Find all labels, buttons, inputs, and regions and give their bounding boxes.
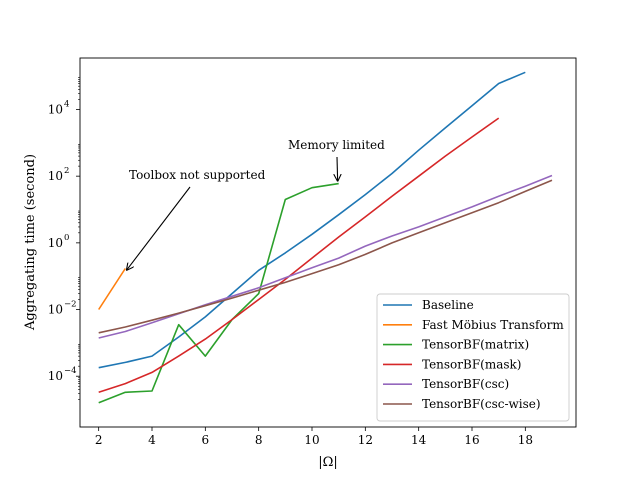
series-line (98, 174, 553, 339)
plot-lines (98, 71, 553, 404)
annotation-arrow (126, 186, 191, 271)
y-tick-label: 10 (48, 236, 63, 250)
y-tick-label: 10 (48, 303, 63, 317)
x-tick-label: 12 (358, 433, 373, 447)
x-tick-label: 2 (95, 433, 103, 447)
legend-label: TensorBF(csc) (422, 377, 509, 391)
x-axis-label: |Ω| (318, 455, 338, 470)
y-tick-label: 10 (48, 102, 63, 116)
plot-frame (79, 57, 577, 428)
series-line (98, 179, 553, 334)
y-tick-label: 10 (48, 169, 63, 183)
legend-box (376, 293, 570, 422)
x-tick-label: 14 (411, 433, 427, 447)
x-tick-label: 6 (202, 433, 210, 447)
legend: Baseline Fast Möbius Transform TensorBF(ma… (376, 293, 570, 422)
annotation-arrow (337, 156, 338, 182)
x-tick-label: 16 (464, 433, 479, 447)
y-tick-exponent: 2 (64, 166, 69, 176)
series-line (98, 182, 339, 404)
series-line (98, 71, 526, 369)
y-tick-label: 10 (48, 369, 63, 383)
series-line (98, 117, 500, 394)
y-tick-exponent: −2 (64, 300, 77, 310)
series-line (98, 268, 126, 310)
y-tick-exponent: 4 (64, 99, 69, 109)
annotations: Toolbox not supported Memory limited (126, 138, 385, 271)
y-tick-exponent: 0 (64, 233, 69, 243)
legend-label: TensorBF(mask) (422, 357, 522, 371)
y-tick-exponent: −4 (64, 366, 77, 376)
legend-label: Baseline (422, 298, 474, 312)
x-tick-label: 18 (518, 433, 533, 447)
legend-label: TensorBF(matrix) (422, 338, 529, 352)
x-tick-label: 10 (304, 433, 319, 447)
x-tick-label: 4 (148, 433, 156, 447)
x-tick-label: 8 (255, 433, 263, 447)
annotation-label: Toolbox not supported (129, 168, 266, 182)
legend-label: Fast Möbius Transform (422, 318, 564, 332)
annotation-label: Memory limited (288, 138, 385, 152)
y-axis-label: Aggregating time (second) (23, 154, 38, 331)
legend-label: TensorBF(csc-wise) (422, 397, 541, 411)
